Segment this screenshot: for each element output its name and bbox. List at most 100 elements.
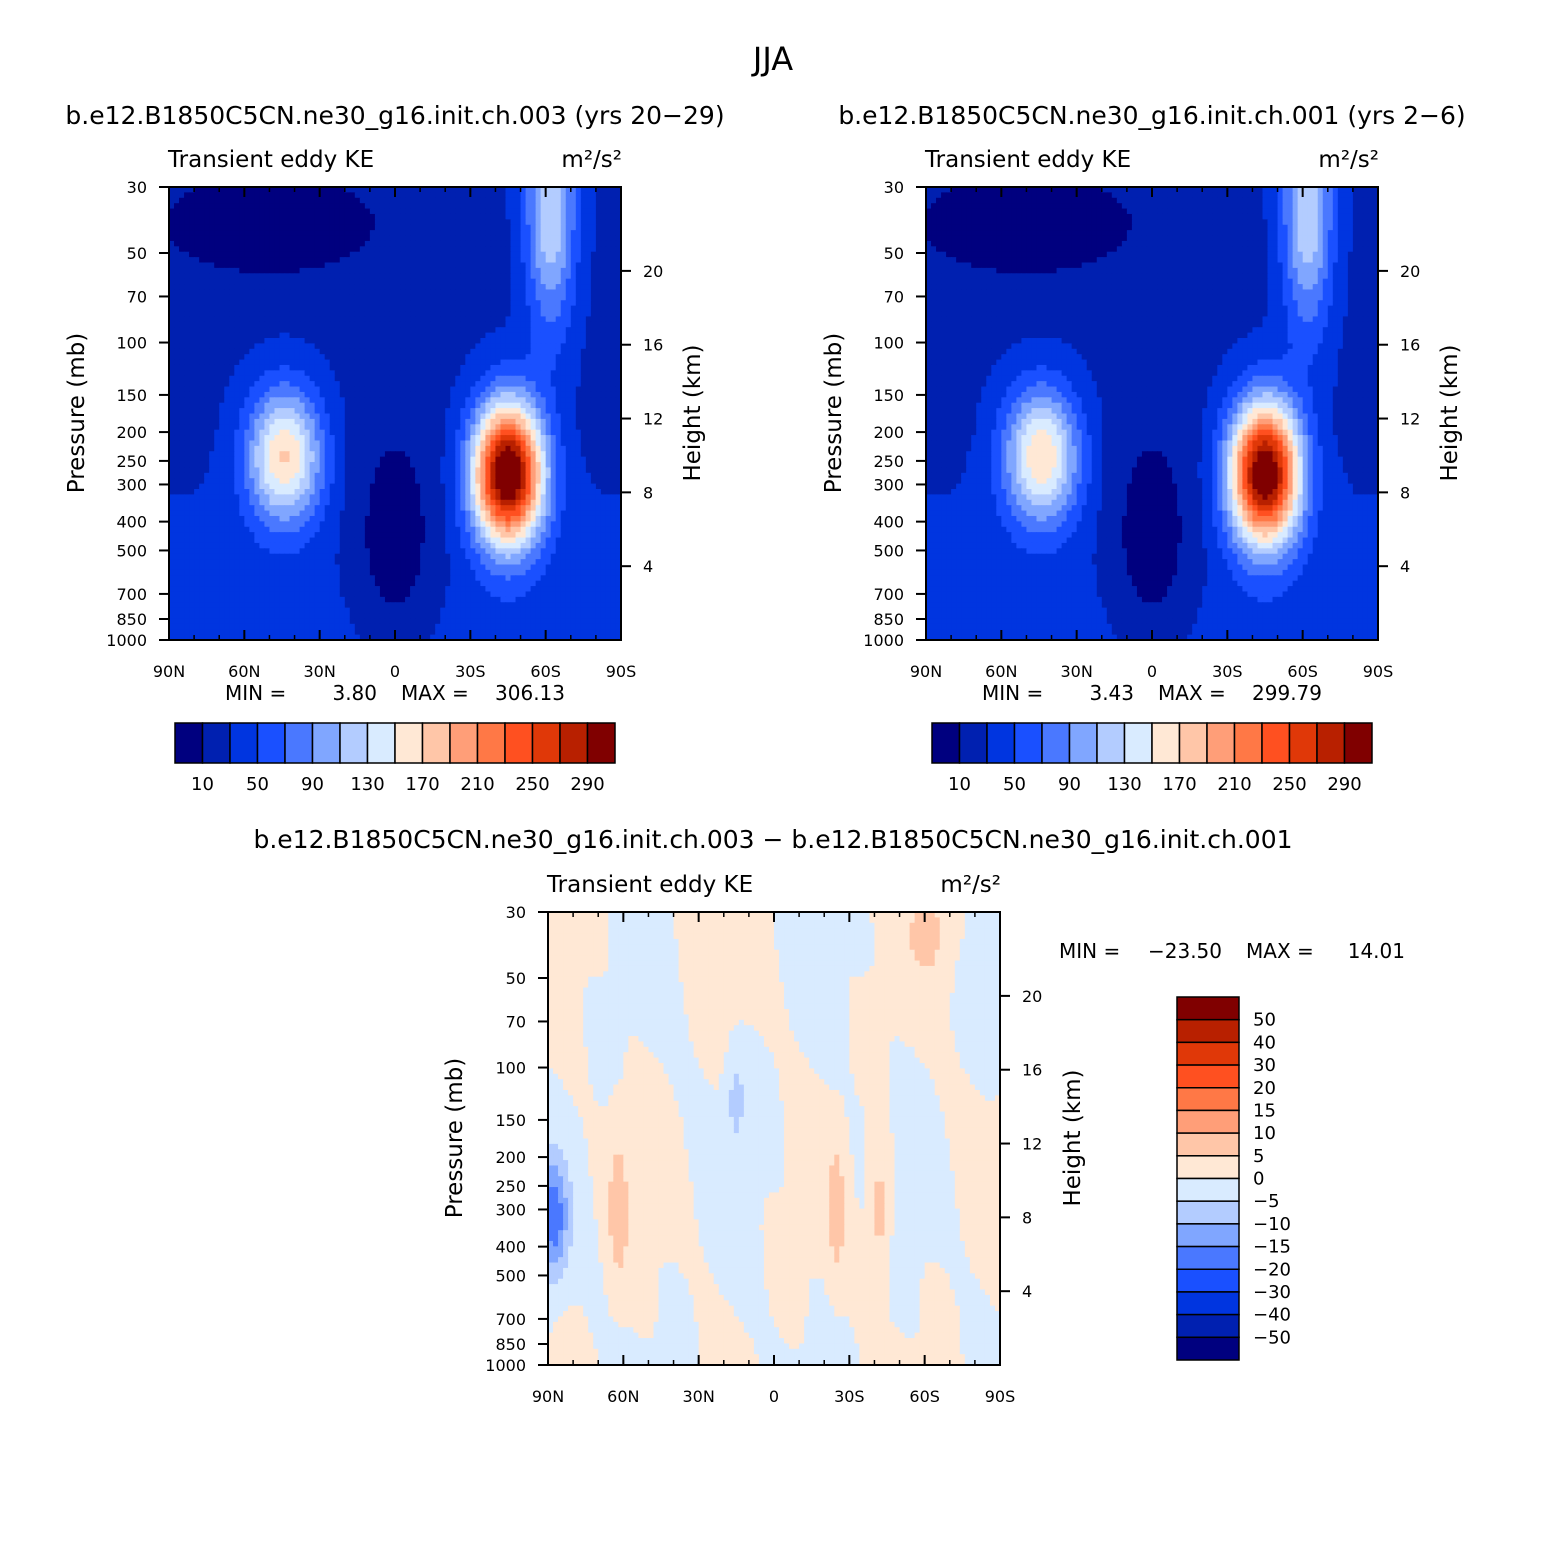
contour-cell bbox=[600, 462, 607, 469]
contour-cell bbox=[384, 224, 391, 231]
contour-cell bbox=[435, 424, 441, 431]
contour-cell bbox=[480, 219, 486, 226]
contour-cell bbox=[540, 386, 547, 393]
contour-cell bbox=[334, 456, 341, 463]
contour-cell bbox=[344, 381, 351, 388]
contour-cell bbox=[555, 397, 562, 404]
contour-cell bbox=[495, 197, 502, 204]
contour-cell bbox=[575, 375, 582, 382]
contour-cell bbox=[495, 391, 502, 398]
contour-cell bbox=[450, 386, 456, 393]
contour-cell bbox=[610, 300, 617, 307]
contour-cell bbox=[169, 445, 175, 452]
contour-cell bbox=[405, 418, 411, 425]
contour-cell bbox=[259, 462, 266, 469]
contour-cell bbox=[239, 235, 245, 242]
contour-cell bbox=[174, 440, 180, 447]
contour-cell bbox=[214, 483, 220, 490]
contour-cell bbox=[329, 429, 336, 436]
contour-cell bbox=[289, 456, 296, 463]
contour-cell bbox=[269, 197, 276, 204]
contour-cell bbox=[590, 343, 597, 350]
contour-cell bbox=[550, 391, 557, 398]
contour-cell bbox=[445, 343, 451, 350]
contour-cell bbox=[430, 192, 436, 199]
contour-cell bbox=[415, 472, 421, 479]
contour-cell bbox=[580, 300, 587, 307]
contour-cell bbox=[314, 203, 321, 210]
contour-cell bbox=[209, 311, 215, 318]
contour-cell bbox=[249, 203, 255, 210]
contour-cell bbox=[264, 213, 271, 220]
contour-cell bbox=[530, 321, 537, 328]
contour-cell bbox=[284, 391, 291, 398]
contour-cell bbox=[595, 391, 602, 398]
contour-cell bbox=[610, 338, 617, 344]
contour-cell bbox=[395, 311, 401, 318]
contour-cell bbox=[374, 338, 381, 344]
contour-cell bbox=[374, 311, 381, 318]
contour-cell bbox=[374, 386, 381, 393]
contour-cell bbox=[339, 208, 346, 215]
contour-cell bbox=[274, 316, 281, 323]
contour-cell bbox=[420, 289, 426, 296]
contour-cell bbox=[329, 262, 336, 269]
contour-cell bbox=[465, 219, 471, 226]
contour-cell bbox=[199, 418, 205, 425]
contour-cell bbox=[389, 429, 396, 436]
contour-cell bbox=[615, 240, 621, 247]
contour-cell bbox=[515, 278, 522, 285]
contour-cell bbox=[410, 316, 416, 323]
contour-cell bbox=[219, 381, 225, 388]
contour-cell bbox=[425, 219, 431, 226]
contour-cell bbox=[249, 364, 255, 371]
contour-cell bbox=[329, 305, 336, 312]
contour-cell bbox=[294, 278, 301, 285]
contour-cell bbox=[249, 278, 255, 285]
contour-cell bbox=[274, 197, 281, 204]
contour-cell bbox=[339, 262, 346, 269]
contour-cell bbox=[505, 321, 512, 328]
contour-cell bbox=[470, 397, 476, 404]
contour-cell bbox=[510, 230, 517, 237]
contour-cell bbox=[605, 316, 612, 323]
contour-cell bbox=[530, 251, 537, 258]
contour-cell bbox=[184, 451, 190, 458]
contour-cell bbox=[545, 246, 552, 253]
contour-cell bbox=[480, 359, 486, 366]
contour-cell bbox=[184, 311, 190, 318]
contour-cell bbox=[384, 375, 391, 382]
contour-cell bbox=[545, 445, 552, 452]
contour-cell bbox=[515, 348, 522, 355]
contour-cell bbox=[349, 440, 356, 447]
contour-cell bbox=[194, 375, 200, 382]
contour-cell bbox=[415, 375, 421, 382]
contour-cell bbox=[450, 278, 456, 285]
contour-cell bbox=[465, 267, 471, 274]
contour-cell bbox=[219, 375, 225, 382]
contour-cell bbox=[520, 257, 527, 264]
contour-cell bbox=[219, 413, 225, 420]
contour-cell bbox=[189, 203, 195, 210]
contour-cell bbox=[204, 375, 210, 382]
contour-cell bbox=[575, 456, 582, 463]
contour-cell bbox=[585, 445, 592, 452]
contour-cell bbox=[460, 435, 466, 442]
contour-cell bbox=[259, 300, 266, 307]
contour-cell bbox=[445, 386, 451, 393]
contour-cell bbox=[520, 478, 527, 485]
contour-cell bbox=[314, 440, 321, 447]
contour-cell bbox=[510, 364, 517, 371]
contour-cell bbox=[570, 435, 577, 442]
contour-cell bbox=[555, 246, 562, 253]
contour-cell bbox=[244, 375, 250, 382]
contour-cell bbox=[580, 213, 587, 220]
contour-cell bbox=[470, 456, 476, 463]
contour-cell bbox=[219, 386, 225, 393]
contour-cell bbox=[590, 197, 597, 204]
contour-cell bbox=[174, 472, 180, 479]
contour-cell bbox=[470, 418, 476, 425]
contour-cell bbox=[194, 240, 200, 247]
contour-cell bbox=[174, 397, 180, 404]
contour-cell bbox=[580, 208, 587, 215]
